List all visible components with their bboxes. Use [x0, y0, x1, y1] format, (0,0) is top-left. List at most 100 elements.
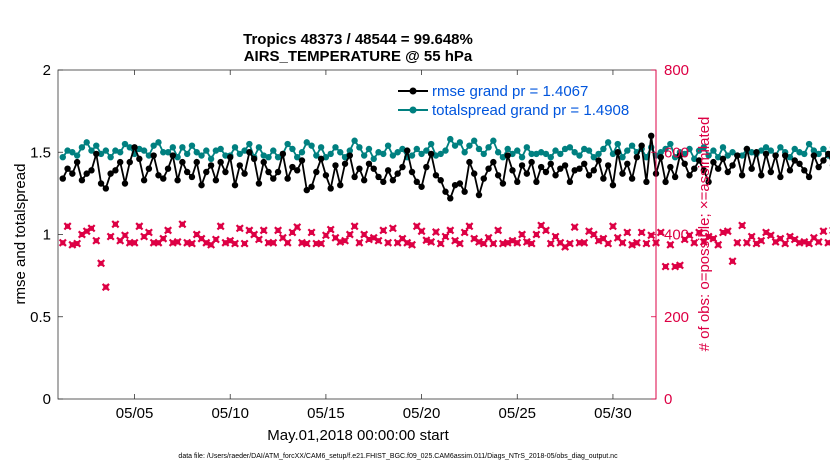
- obs-possible-dot: [576, 240, 583, 246]
- obs-possible-dot: [265, 240, 272, 246]
- totalspread-point: [820, 145, 827, 153]
- rmse-point: [585, 172, 593, 179]
- obs-possible-marker: [785, 232, 794, 241]
- obs-possible-marker: [695, 228, 704, 237]
- rmse-point: [88, 167, 95, 174]
- totalspread-point: [695, 147, 703, 154]
- rmse-point: [394, 170, 401, 177]
- rmse-point: [380, 178, 387, 186]
- rmse-point: [638, 142, 645, 149]
- rmse-point: [748, 165, 755, 172]
- rmse-point: [150, 152, 157, 159]
- obs-possible-marker: [92, 236, 101, 245]
- obs-possible-dot: [323, 232, 329, 238]
- obs-possible-marker: [675, 261, 684, 270]
- obs-possible-marker: [235, 224, 244, 233]
- rmse-point: [604, 162, 612, 169]
- obs-possible-dot: [605, 240, 611, 247]
- obs-possible-marker: [97, 259, 106, 268]
- rmse-point: [533, 178, 540, 186]
- obs-possible-marker: [824, 238, 830, 247]
- rmse-point: [140, 177, 148, 184]
- totalspread-point: [265, 153, 272, 161]
- obs-possible-dot: [524, 239, 530, 245]
- x-tick-label: 05/05: [116, 405, 154, 422]
- rmse-point: [537, 163, 545, 171]
- totalspread-point: [150, 142, 157, 149]
- totalspread-point: [284, 140, 291, 148]
- totalspread-point: [777, 144, 784, 151]
- obs-possible-marker: [551, 232, 560, 241]
- rmse-point: [671, 173, 679, 181]
- obs-possible-marker: [317, 239, 326, 248]
- obs-possible-marker: [101, 283, 110, 292]
- obs-possible-marker: [341, 236, 350, 245]
- rmse-point: [241, 170, 248, 177]
- obs-possible-dot: [806, 240, 812, 247]
- rmse-point: [289, 163, 296, 171]
- rmse-point: [561, 162, 569, 169]
- rmse-point: [815, 163, 822, 171]
- obs-possible-dot: [816, 239, 822, 245]
- rmse-point: [164, 165, 172, 172]
- totalspread-point: [69, 149, 76, 156]
- totalspread-point: [389, 152, 397, 159]
- totalspread-point: [126, 144, 133, 151]
- rmse-point: [294, 167, 301, 174]
- rmse-point: [136, 155, 143, 163]
- legend-rmse-marker: [409, 87, 417, 95]
- totalspread-point: [628, 142, 636, 149]
- x-tick-label: 05/25: [498, 405, 536, 422]
- obs-possible-marker: [666, 240, 675, 249]
- obs-possible-marker: [455, 239, 464, 248]
- y-tick-label-right: 800: [664, 62, 689, 79]
- obs-possible-dot: [175, 239, 181, 245]
- totalspread-point: [724, 152, 731, 159]
- obs-possible-dot: [213, 236, 219, 243]
- obs-possible-marker: [388, 224, 397, 233]
- rmse-point: [509, 167, 516, 174]
- totalspread-point: [810, 147, 818, 154]
- rmse-point: [628, 175, 636, 182]
- totalspread-point: [93, 142, 100, 149]
- obs-possible-dot: [438, 240, 444, 247]
- rmse-point: [490, 158, 497, 166]
- obs-possible-dot: [380, 227, 386, 233]
- obs-possible-dot: [375, 238, 382, 244]
- rmse-point: [471, 170, 478, 177]
- obs-possible-marker: [503, 238, 512, 247]
- obs-possible-marker: [656, 228, 665, 237]
- obs-possible-dot: [634, 240, 640, 246]
- obs-possible-marker: [274, 226, 283, 235]
- totalspread-point: [274, 153, 282, 161]
- rmse-point: [169, 152, 177, 159]
- obs-possible-marker: [187, 239, 196, 248]
- obs-possible-dot: [490, 240, 496, 247]
- obs-possible-marker: [82, 227, 91, 236]
- obs-possible-marker: [637, 228, 646, 237]
- obs-possible-marker: [814, 237, 823, 246]
- obs-possible-marker: [623, 228, 632, 237]
- obs-possible-dot: [677, 262, 683, 268]
- legend-totalspread-label: totalspread grand pr = 1.4908: [432, 102, 629, 119]
- obs-possible-marker: [508, 236, 517, 245]
- rmse-point: [518, 162, 526, 169]
- rmse-point: [250, 155, 258, 163]
- obs-possible-marker: [570, 223, 579, 232]
- y-tick-label-right: 200: [664, 309, 689, 326]
- y-axis-label-right: # of obs: o=possible; ×=assimilated: [696, 117, 713, 352]
- obs-possible-dot: [275, 227, 281, 233]
- series-layer: [58, 132, 830, 292]
- obs-possible-marker: [747, 232, 756, 241]
- totalspread-point: [738, 152, 746, 159]
- totalspread-point: [88, 147, 95, 154]
- obs-possible-dot: [729, 258, 736, 264]
- rmse-point: [528, 158, 535, 166]
- obs-possible-marker: [226, 236, 235, 245]
- totalspread-point: [447, 135, 454, 143]
- totalspread-point: [365, 145, 373, 153]
- obs-possible-dot: [294, 224, 300, 230]
- rmse-point: [676, 152, 684, 159]
- totalspread-point: [294, 153, 301, 161]
- obs-possible-marker: [283, 238, 292, 247]
